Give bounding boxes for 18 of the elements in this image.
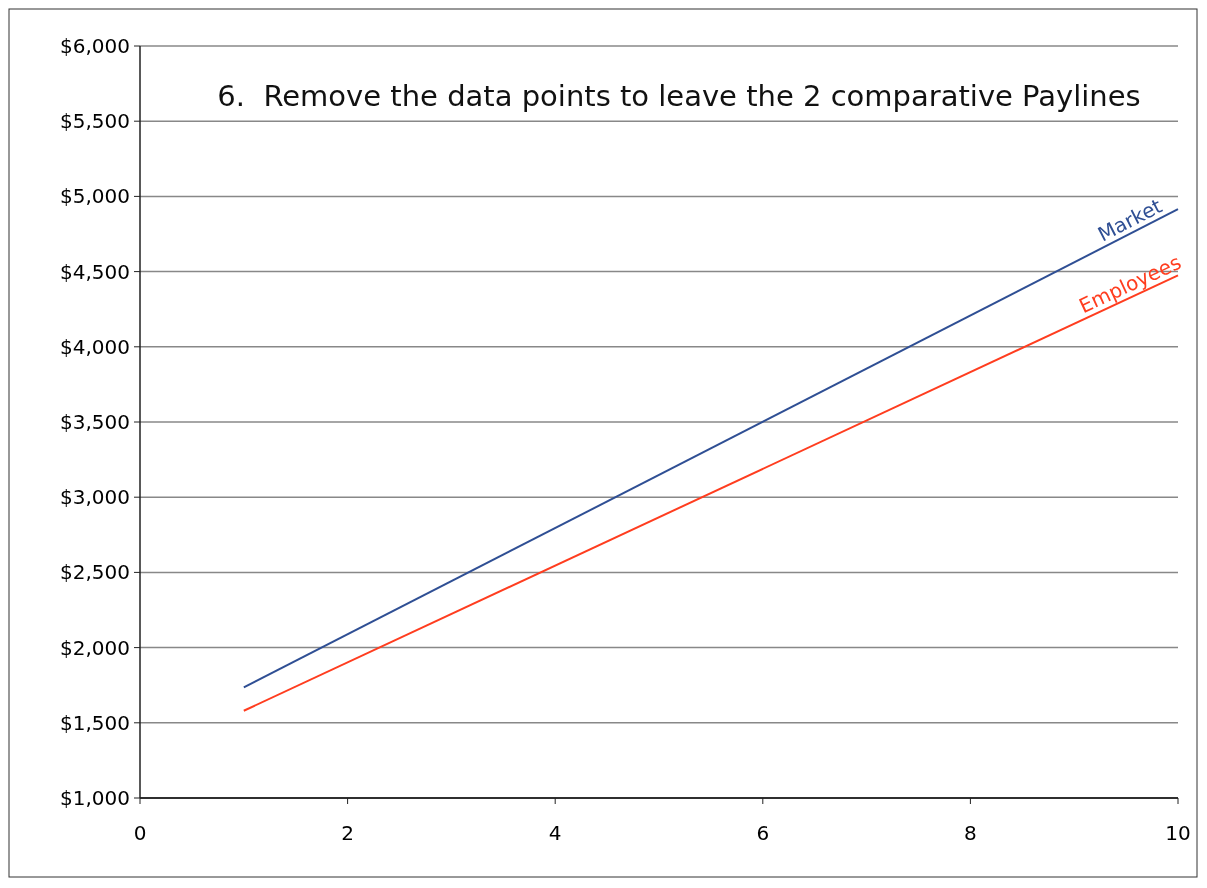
y-tick-label: $4,000: [60, 334, 130, 359]
text: 6. Remove the data points to leave the 2 comparative Paylines: [217, 79, 1141, 113]
x-tick-label: 6: [756, 821, 770, 845]
x-tick-label: 8: [964, 821, 977, 845]
y-tick-label: $2,500: [60, 560, 130, 585]
y-tick-label: $5,500: [60, 109, 130, 134]
x-tick-label: 0: [133, 821, 147, 845]
y-tick-label: $1,500: [60, 710, 130, 735]
y-tick-label: $3,000: [60, 485, 130, 510]
x-tick-label: 2: [341, 821, 354, 845]
y-tick-label: $6,000: [60, 34, 130, 58]
y-tick-label: $1,000: [60, 786, 130, 810]
y-tick-label: $2,000: [60, 635, 130, 660]
x-tick-label: 4: [548, 821, 562, 845]
y-tick-label: $5,000: [60, 184, 130, 209]
y-tick-label: $4,500: [60, 259, 130, 284]
y-tick-label: $3,500: [60, 410, 130, 434]
x-tick-label: 10: [1165, 821, 1191, 845]
